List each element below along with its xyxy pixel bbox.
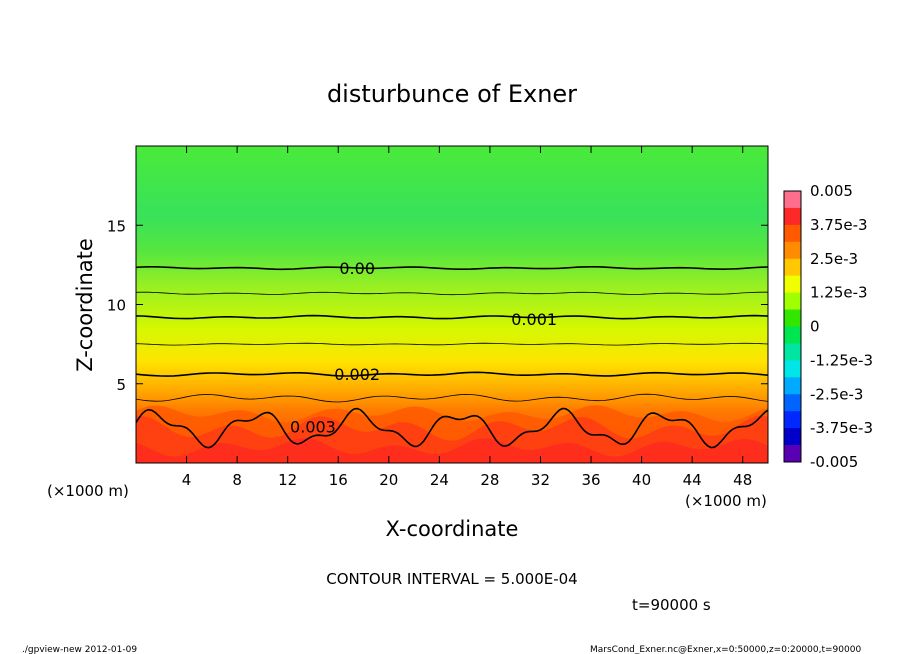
contour-label: 0.003: [290, 418, 336, 437]
colorbar-label: -3.75e-3: [810, 419, 873, 437]
x-tick-label: 36: [581, 471, 600, 489]
contour-label: 0.00: [339, 259, 375, 278]
colorbar-swatch: [784, 343, 801, 361]
x-tick-label: 48: [733, 471, 752, 489]
y-tick-label: 5: [116, 376, 126, 394]
colorbar-label: 2.5e-3: [810, 250, 858, 268]
contour-label-layer: 0.00 0.001 0.002 0.003: [290, 259, 557, 437]
colorbar-swatch: [784, 394, 801, 412]
colorbar-swatch: [784, 207, 801, 226]
colorbar-swatch: [784, 292, 801, 311]
field-fill: [136, 146, 768, 463]
colorbar-swatch: [784, 241, 801, 260]
x-tick-label: 20: [379, 471, 398, 489]
contour-line: [136, 266, 768, 271]
x-tick-label: 28: [480, 471, 499, 489]
contour-interval-label: CONTOUR INTERVAL = 5.000E-04: [326, 570, 577, 588]
x-axis-title: X-coordinate: [386, 517, 519, 541]
contour-line: [136, 371, 768, 377]
y-tick-label: 15: [107, 217, 126, 235]
x-tick-label: 24: [430, 471, 449, 489]
colorbar-swatch: [784, 224, 801, 243]
contour-line: [136, 407, 768, 449]
x-tick-label: 32: [531, 471, 550, 489]
colorbar-swatch: [784, 258, 801, 277]
footer-left: ./gpview-new 2012-01-09: [22, 645, 137, 654]
lower-band-layer: [136, 405, 768, 463]
colorbar-label: 0: [810, 318, 820, 336]
x-axis: 4 8 12 16 20 24 28 32 36 40 44 48: [182, 146, 752, 489]
colorbar-label: 1.25e-3: [810, 284, 868, 302]
contour-label: 0.001: [511, 310, 557, 329]
y-axis-title: Z-coordinate: [73, 238, 97, 372]
x-tick-label: 4: [182, 471, 192, 489]
x-unit-right: (×1000 m): [685, 492, 767, 510]
time-label: t=90000 s: [632, 596, 711, 614]
chart-title: disturbunce of Exner: [327, 80, 577, 108]
colorbar-swatch: [784, 309, 801, 327]
colorbar-label: -0.005: [810, 453, 858, 471]
colorbar-label: -1.25e-3: [810, 351, 873, 369]
contour-line: [136, 393, 768, 403]
contour-lines: [136, 266, 768, 449]
colorbar-swatch: [784, 360, 801, 378]
colorbar-swatch: [784, 377, 801, 395]
contour-label: 0.002: [334, 365, 380, 384]
colorbar-swatch: [784, 326, 801, 344]
colorbar-swatch: [784, 275, 801, 294]
colorbar-swatch: [784, 445, 801, 463]
colorbar-frame: [783, 190, 802, 463]
contour-line: [136, 291, 768, 296]
colorbar-label: 0.005: [810, 182, 853, 200]
colorbar-label: 3.75e-3: [810, 216, 868, 234]
colorbar-swatch: [784, 411, 801, 429]
x-tick-label: 40: [632, 471, 651, 489]
x-tick-label: 8: [232, 471, 242, 489]
colorbar-label: -2.5e-3: [810, 385, 863, 403]
contour-line: [136, 342, 768, 346]
contour-line: [136, 314, 768, 320]
x-unit-left: (×1000 m): [47, 482, 129, 500]
x-tick-label: 12: [278, 471, 297, 489]
colorbar-swatch: [784, 191, 801, 209]
colorbar: 0.005 3.75e-3 2.5e-3 1.25e-3 0 -1.25e-3 -2.5e-…: [783, 182, 873, 471]
field-band: [136, 438, 768, 463]
x-tick-label: 16: [329, 471, 348, 489]
y-tick-label: 10: [107, 297, 126, 315]
footer-right: MarsCond_Exner.nc@Exner,x=0:50000,z=0:20…: [590, 645, 861, 654]
x-tick-label: 44: [683, 471, 702, 489]
y-axis: 5 10 15: [107, 217, 768, 394]
colorbar-swatch: [784, 428, 801, 446]
